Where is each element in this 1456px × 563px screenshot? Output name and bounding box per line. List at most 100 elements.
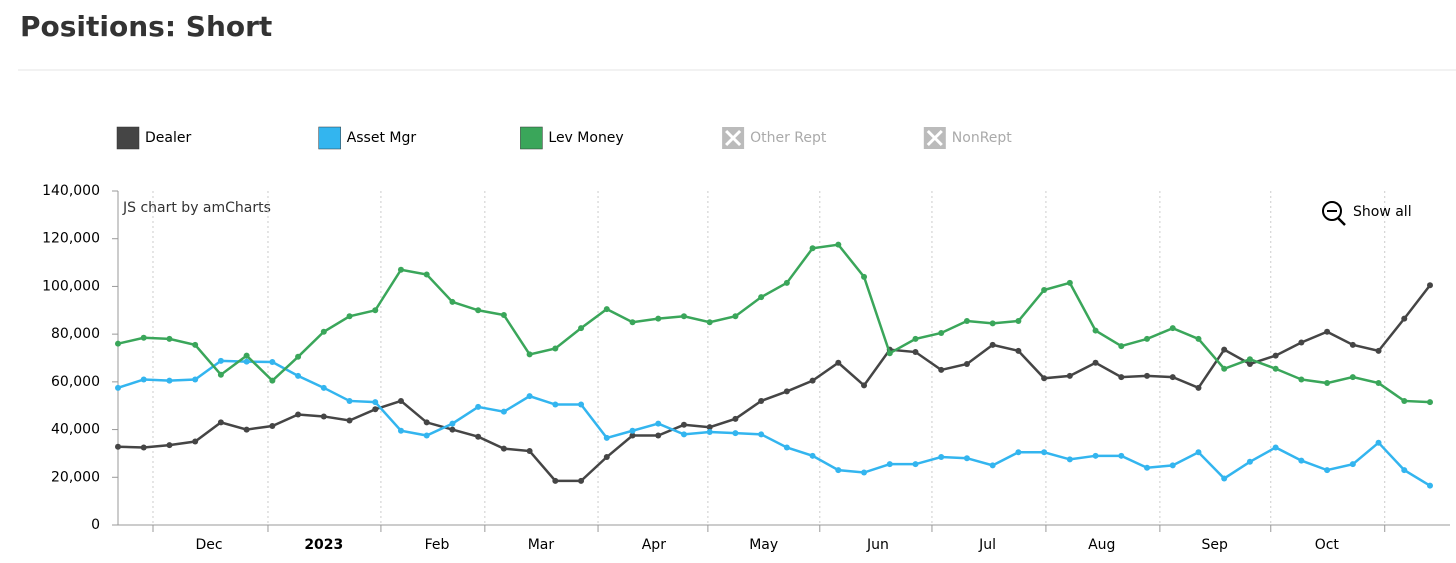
data-point <box>680 313 687 320</box>
data-point <box>989 462 996 469</box>
data-point <box>809 245 816 252</box>
data-point <box>732 313 739 320</box>
data-point <box>1118 343 1125 350</box>
data-point <box>269 422 276 429</box>
data-point <box>783 279 790 286</box>
data-point <box>1195 384 1202 391</box>
data-point <box>732 415 739 422</box>
data-point <box>500 445 507 452</box>
button-label[interactable]: Show all <box>1353 204 1412 220</box>
y-tick-label: 100,000 <box>42 278 100 294</box>
data-point <box>1066 456 1073 463</box>
zoom-icon <box>1337 217 1346 226</box>
data-point <box>989 320 996 327</box>
data-point <box>680 431 687 438</box>
legend-item[interactable]: Lev Money <box>520 126 624 150</box>
data-point <box>809 452 816 459</box>
data-point <box>1041 449 1048 456</box>
data-point <box>1246 360 1253 367</box>
data-point <box>835 467 842 474</box>
data-point <box>989 341 996 348</box>
data-point <box>192 341 199 348</box>
credit[interactable]: JS chart by amCharts <box>122 200 271 216</box>
data-point <box>809 377 816 384</box>
y-tick-label: 140,000 <box>42 183 100 199</box>
series-line <box>117 243 1431 404</box>
data-point <box>886 461 893 468</box>
data-point <box>166 377 173 384</box>
data-point <box>680 421 687 428</box>
data-point <box>423 419 430 426</box>
y-tick-label: 80,000 <box>51 326 100 342</box>
data-point <box>963 360 970 367</box>
data-point <box>938 366 945 373</box>
data-point <box>320 384 327 391</box>
legend-off-icon <box>725 129 742 147</box>
data-point <box>475 433 482 440</box>
data-point <box>938 454 945 461</box>
data-point <box>269 359 276 366</box>
data-point <box>1298 339 1305 346</box>
data-point <box>269 377 276 384</box>
x-tick-label: Apr <box>642 537 666 553</box>
legend-item[interactable]: Dealer <box>116 126 191 150</box>
data-point <box>217 357 224 364</box>
data-point <box>295 353 302 360</box>
series-line <box>117 284 1431 483</box>
data-point <box>629 319 636 326</box>
data-point <box>603 306 610 313</box>
data-point <box>758 397 765 404</box>
data-point <box>912 335 919 342</box>
data-point <box>1272 365 1279 372</box>
data-point <box>1092 359 1099 366</box>
legend-label: Lev Money <box>548 130 623 146</box>
data-point <box>578 325 585 332</box>
data-point <box>655 432 662 439</box>
data-point <box>758 294 765 301</box>
data-point <box>423 271 430 278</box>
x-tick-label: 2023 <box>304 537 343 553</box>
data-point <box>243 352 250 359</box>
data-point <box>192 376 199 383</box>
data-point <box>629 432 636 439</box>
data-point <box>115 384 121 391</box>
y-tick-label: 40,000 <box>51 422 100 438</box>
show-all-button[interactable]: Show all <box>1322 201 1412 226</box>
data-point <box>295 372 302 379</box>
data-point <box>1015 449 1022 456</box>
x-tick-label: Oct <box>1315 537 1340 553</box>
data-point <box>320 413 327 420</box>
data-point <box>861 469 868 476</box>
data-point <box>372 307 379 314</box>
data-point <box>1015 318 1022 325</box>
data-point <box>1144 372 1151 379</box>
data-point <box>1427 482 1433 489</box>
data-point <box>1375 380 1382 387</box>
data-point <box>783 444 790 451</box>
x-tick-label: Dec <box>196 537 223 553</box>
data-point <box>1066 279 1073 286</box>
legend-swatch <box>318 126 341 150</box>
data-point <box>552 345 559 352</box>
data-point <box>552 401 559 408</box>
data-point <box>706 428 713 435</box>
data-point <box>1349 341 1356 348</box>
legend-item[interactable]: Other Rept <box>722 127 827 149</box>
data-point <box>1221 475 1228 482</box>
data-point <box>552 477 559 484</box>
data-point <box>1324 467 1331 474</box>
data-point <box>1169 325 1176 332</box>
data-point <box>1349 374 1356 381</box>
data-point <box>1401 315 1408 322</box>
legend-item[interactable]: Asset Mgr <box>318 126 417 150</box>
data-point <box>1427 399 1433 406</box>
data-point <box>963 318 970 325</box>
data-point <box>655 315 662 322</box>
data-point <box>1324 380 1331 387</box>
series-line <box>117 359 1431 487</box>
data-point <box>192 438 199 445</box>
data-point <box>1092 327 1099 334</box>
legend-item[interactable]: NonRept <box>923 127 1013 149</box>
data-point <box>449 420 456 427</box>
